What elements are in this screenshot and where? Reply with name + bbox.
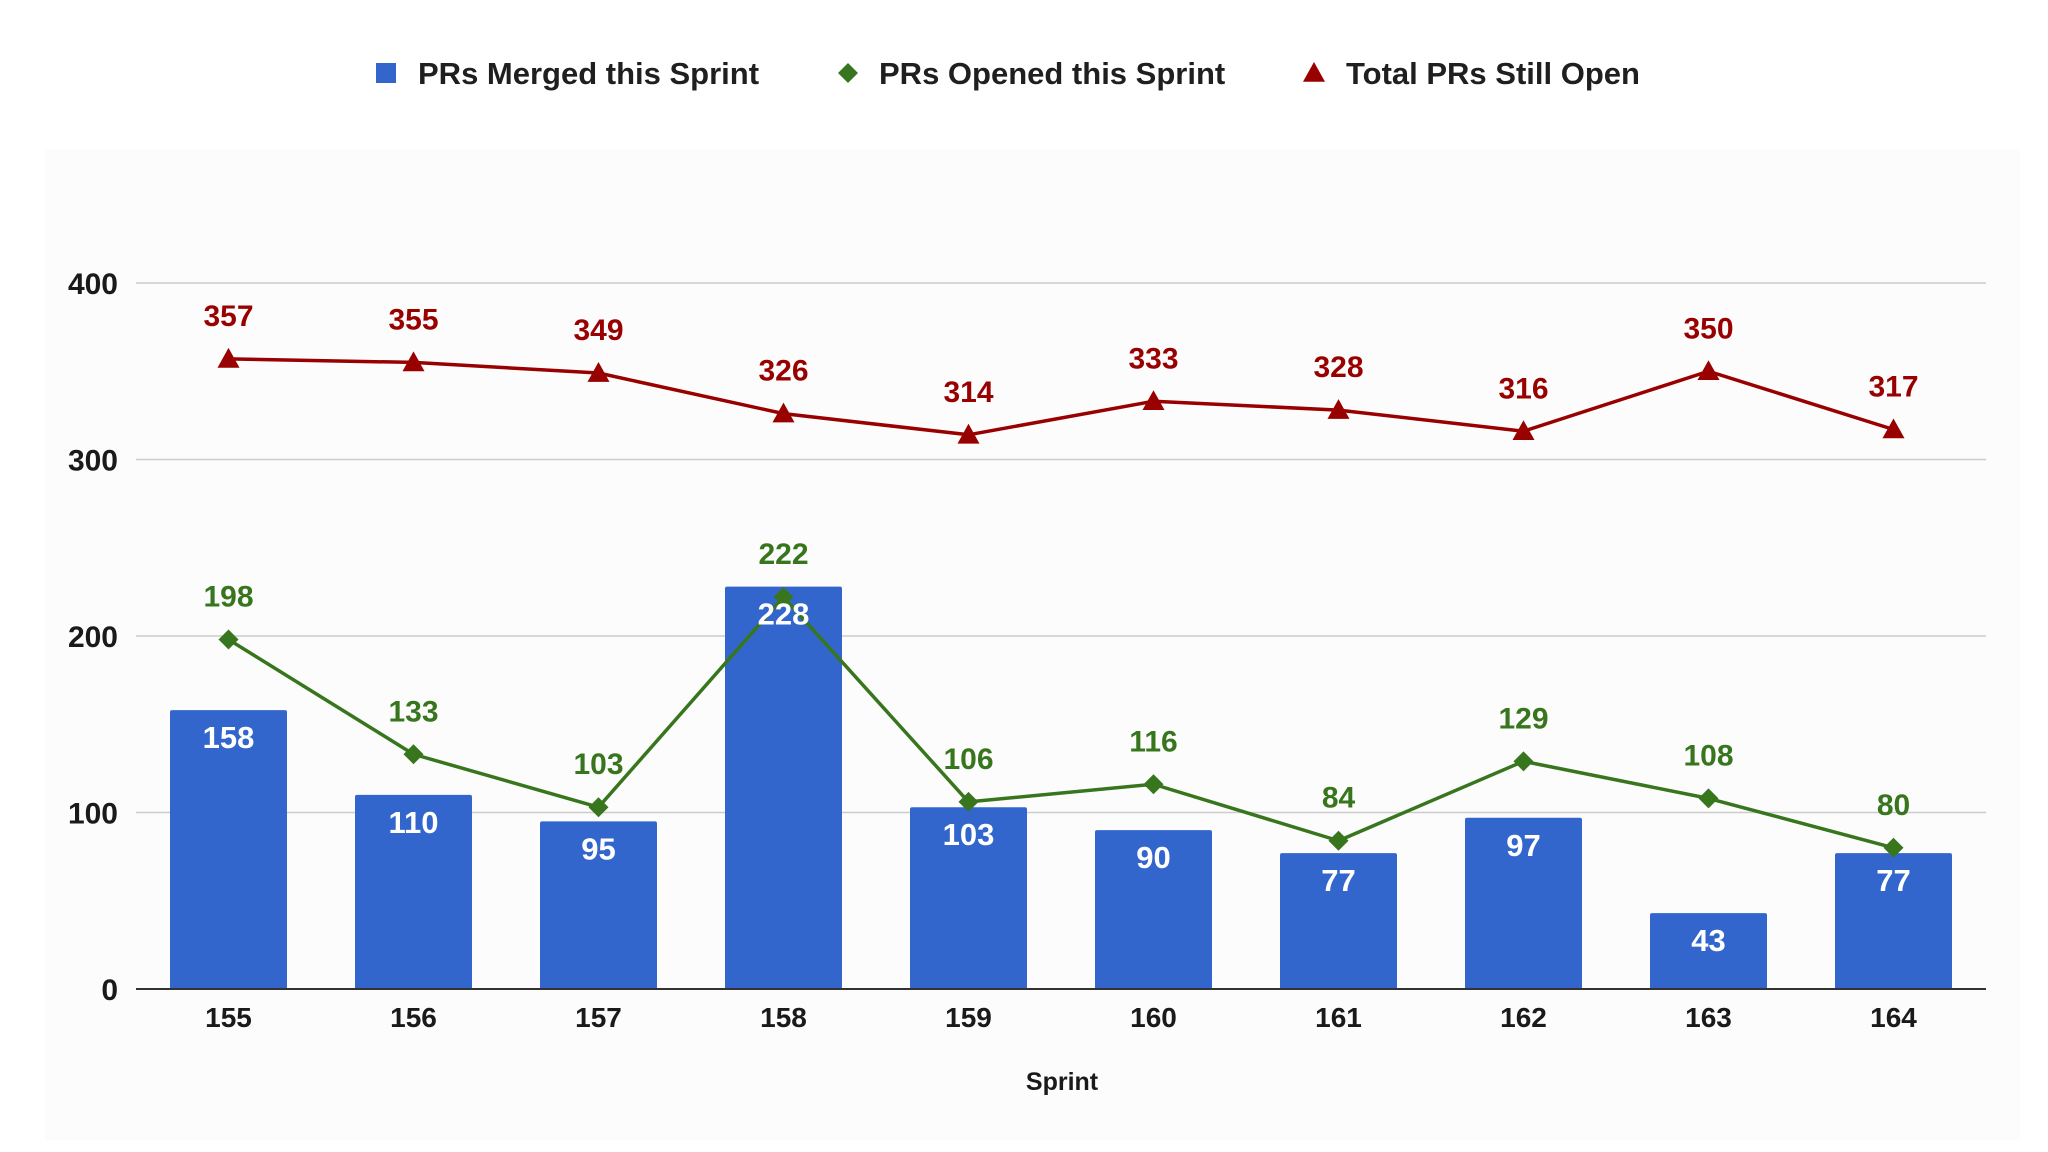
bar-merged-164 — [1835, 853, 1952, 989]
line-value-label: 350 — [1683, 312, 1733, 345]
point-opened-158 — [773, 587, 794, 608]
x-tick-label: 163 — [1685, 1002, 1732, 1033]
point-still-open-164 — [1882, 418, 1905, 439]
point-still-open-158 — [772, 402, 795, 423]
legend: PRs Merged this Sprint PRs Opened this Sp… — [376, 56, 1640, 91]
point-opened-157 — [588, 797, 609, 818]
point-opened-155 — [218, 629, 239, 650]
line-value-label: 198 — [203, 581, 253, 614]
x-axis-title: Sprint — [1026, 1068, 1099, 1096]
line-value-label: 326 — [758, 355, 808, 388]
legend-label-merged: PRs Merged this Sprint — [418, 56, 759, 91]
line-value-label: 328 — [1313, 351, 1363, 384]
point-opened-159 — [958, 791, 979, 812]
bar-merged-161 — [1280, 853, 1397, 989]
point-opened-164 — [1883, 837, 1904, 858]
y-tick-label: 0 — [101, 974, 118, 1007]
bar-merged-155 — [170, 710, 287, 989]
bar-merged-159 — [910, 807, 1027, 989]
point-still-open-160 — [1142, 390, 1165, 411]
point-still-open-155 — [217, 347, 240, 368]
line-value-label: 106 — [943, 743, 993, 776]
bar-value-label: 228 — [758, 597, 810, 632]
bar-value-label: 90 — [1136, 840, 1170, 875]
plot-background — [45, 150, 2020, 1140]
bar-merged-156 — [355, 794, 472, 989]
line-value-label: 355 — [388, 303, 438, 336]
legend-marker-opened — [838, 63, 858, 83]
line-value-label: 333 — [1128, 342, 1178, 375]
x-tick-label: 164 — [1870, 1002, 1917, 1033]
point-still-open-156 — [402, 351, 425, 372]
legend-label-still-open: Total PRs Still Open — [1346, 56, 1640, 91]
point-still-open-163 — [1697, 360, 1720, 381]
x-tick-label: 161 — [1315, 1002, 1362, 1033]
y-tick-label: 100 — [68, 798, 118, 831]
x-tick-label: 160 — [1130, 1002, 1177, 1033]
point-still-open-161 — [1327, 399, 1350, 419]
x-tick-label: 155 — [205, 1002, 252, 1033]
x-tick-label: 156 — [390, 1002, 437, 1033]
y-tick-label: 400 — [68, 268, 118, 301]
x-axis: 155 156 157 158 159 160 161 162 163 164 — [136, 988, 1986, 1033]
bar-merged-157 — [540, 821, 657, 989]
point-opened-160 — [1143, 774, 1164, 795]
bar-value-label: 158 — [203, 720, 255, 755]
line-value-label: 222 — [758, 538, 808, 571]
line-value-label: 349 — [573, 314, 623, 347]
legend-marker-merged — [376, 63, 396, 83]
line-value-label: 129 — [1498, 702, 1548, 735]
x-tick-label: 157 — [575, 1002, 622, 1033]
bar-series — [170, 586, 1952, 989]
line-value-label: 317 — [1868, 370, 1918, 403]
line-value-label: 133 — [388, 695, 438, 728]
line-value-label: 116 — [1129, 725, 1177, 758]
line-value-label: 84 — [1322, 782, 1356, 815]
bar-value-label: 77 — [1321, 863, 1355, 898]
bar-value-label: 77 — [1876, 863, 1910, 898]
y-axis: 0 100 200 300 400 — [68, 268, 118, 1007]
line-value-label: 103 — [573, 748, 623, 781]
point-opened-161 — [1328, 830, 1349, 851]
bar-merged-162 — [1465, 817, 1582, 989]
x-tick-label: 162 — [1500, 1002, 1547, 1033]
line-value-label: 80 — [1877, 789, 1910, 822]
data-labels: 158 110 95 228 103 90 77 97 43 77 198 133 103 222 106 1… — [203, 300, 1919, 958]
bar-merged-158 — [725, 586, 842, 989]
bar-merged-163 — [1650, 913, 1767, 989]
line-still-open — [228, 357, 1895, 437]
point-opened-163 — [1698, 788, 1719, 809]
line-series — [217, 347, 1905, 858]
point-still-open-157 — [587, 362, 610, 382]
line-opened — [227, 595, 1894, 850]
y-tick-label: 300 — [68, 445, 118, 478]
point-still-open-162 — [1512, 420, 1535, 441]
y-tick-label: 200 — [68, 621, 118, 654]
legend-marker-still-open — [1303, 62, 1325, 82]
point-still-open-159 — [957, 423, 980, 444]
bar-merged-160 — [1095, 830, 1212, 989]
bar-value-label: 95 — [581, 831, 615, 866]
bar-value-label: 97 — [1506, 828, 1540, 863]
line-value-label: 357 — [203, 300, 253, 333]
line-value-label: 316 — [1498, 372, 1548, 405]
bar-value-label: 103 — [943, 817, 995, 852]
point-opened-156 — [403, 744, 424, 765]
line-value-label: 108 — [1683, 739, 1733, 772]
x-tick-label: 158 — [760, 1002, 807, 1033]
point-opened-162 — [1513, 751, 1534, 772]
legend-label-opened: PRs Opened this Sprint — [879, 56, 1225, 91]
bar-value-label: 43 — [1691, 923, 1725, 958]
line-value-label: 314 — [943, 376, 993, 409]
x-tick-label: 159 — [945, 1002, 992, 1033]
bar-value-label: 110 — [388, 805, 438, 840]
